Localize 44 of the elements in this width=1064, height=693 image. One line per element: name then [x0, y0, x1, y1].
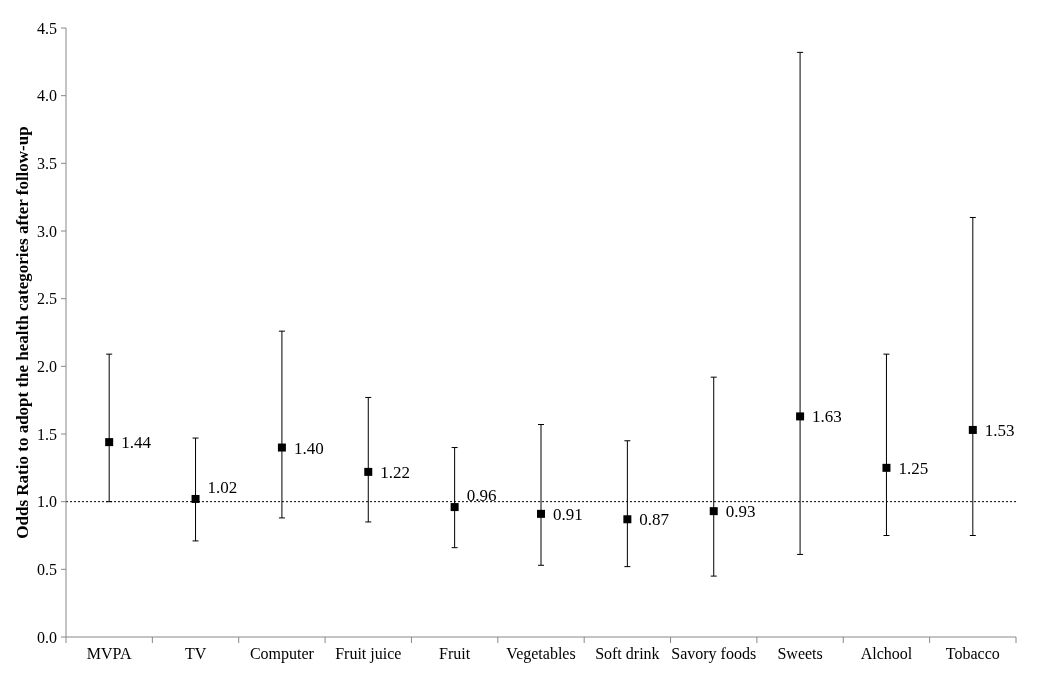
data-label: 0.87: [639, 510, 670, 530]
data-label: 1.40: [293, 438, 324, 458]
x-tick-label: MVPA: [86, 645, 133, 662]
point: [450, 503, 459, 512]
point: [709, 507, 718, 516]
data-label: 0.91: [553, 504, 583, 524]
data-label: 0.96: [466, 486, 497, 506]
point: [191, 494, 200, 503]
x-tick-label: Fruit juice: [335, 645, 402, 663]
x-tick-label: Computer: [249, 645, 315, 663]
y-tick-label: 4.0: [37, 87, 57, 105]
x-tick-label: Savory foods: [671, 645, 757, 663]
y-tick-label: 0.0: [37, 628, 57, 646]
point: [968, 425, 977, 434]
data-label: 1.44: [121, 433, 152, 453]
y-tick-label: 3.5: [37, 154, 57, 172]
point: [537, 509, 545, 518]
point: [277, 443, 286, 452]
point: [364, 467, 373, 476]
y-tick-label: 0.5: [37, 560, 57, 578]
y-axis-title: Odds Ratio to adopt the health categories after follow-up: [13, 126, 32, 539]
x-tick-label: Alchool: [860, 645, 913, 662]
data-label: 1.53: [984, 420, 1015, 440]
data-label: 1.25: [898, 458, 929, 478]
y-tick-label: 1.5: [37, 425, 57, 443]
y-tick-label: 3.0: [37, 222, 57, 240]
data-label: 1.02: [207, 477, 238, 497]
point: [882, 463, 891, 472]
x-tick-label: Fruit: [439, 645, 471, 662]
x-tick-label: TV: [184, 645, 207, 662]
y-tick-label: 2.5: [37, 290, 57, 308]
point: [623, 515, 632, 524]
point: [105, 438, 114, 447]
x-tick-label: Sweets: [777, 645, 823, 662]
y-tick-label: 4.5: [37, 19, 57, 37]
x-tick-label: Vegetables: [506, 645, 576, 663]
x-tick-label: Tobacco: [945, 645, 1000, 662]
data-label: 1.22: [380, 462, 411, 482]
data-label: 1.63: [812, 407, 842, 427]
x-tick-label: Soft drink: [595, 645, 660, 662]
y-tick-label: 2.0: [37, 357, 57, 375]
y-tick-label: 1.0: [37, 493, 57, 511]
data-label: 0.93: [725, 502, 756, 522]
point: [796, 412, 805, 421]
